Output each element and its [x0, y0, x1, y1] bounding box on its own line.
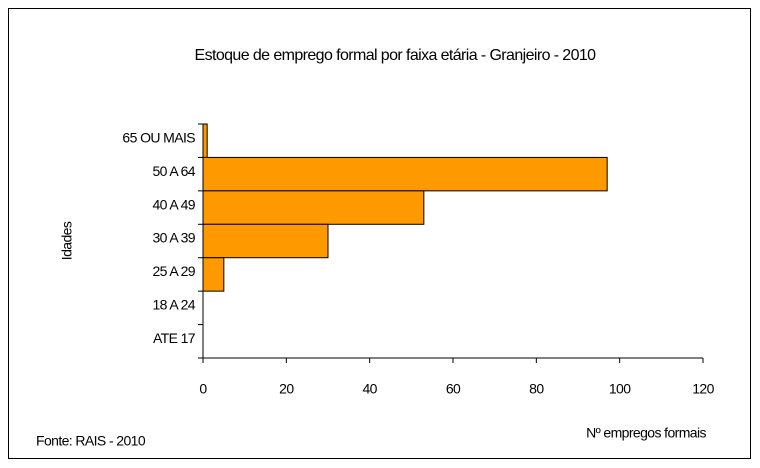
bar	[202, 223, 329, 259]
y-tick-label: 65 OU MAIS	[122, 129, 195, 145]
y-tick-label: 40 A 49	[152, 196, 195, 212]
source-note: Fonte: RAIS - 2010	[36, 433, 146, 449]
x-tick-label: 0	[199, 381, 207, 397]
y-tick-label: 50 A 64	[152, 163, 195, 179]
x-axis-label: Nº empregos formais	[586, 425, 706, 441]
bar	[202, 257, 225, 292]
y-tick-label: 30 A 39	[152, 230, 195, 246]
x-tick-label: 80	[529, 381, 544, 397]
bar	[202, 123, 208, 158]
x-tick-label: 60	[446, 381, 461, 397]
y-axis-label: Idades	[59, 221, 75, 260]
bar	[202, 190, 425, 225]
x-tick-label: 120	[692, 381, 714, 397]
x-tick-label: 100	[609, 381, 631, 397]
x-tick-label: 40	[362, 381, 377, 397]
y-tick-label: ATE 17	[153, 330, 196, 346]
bar	[202, 156, 608, 192]
y-tick-label: 18 A 24	[152, 297, 195, 313]
y-tick-label: 25 A 29	[152, 263, 195, 279]
chart-title: Estoque de emprego formal por faixa etár…	[195, 47, 597, 64]
x-tick-label: 20	[279, 381, 294, 397]
chart-border	[8, 8, 751, 459]
